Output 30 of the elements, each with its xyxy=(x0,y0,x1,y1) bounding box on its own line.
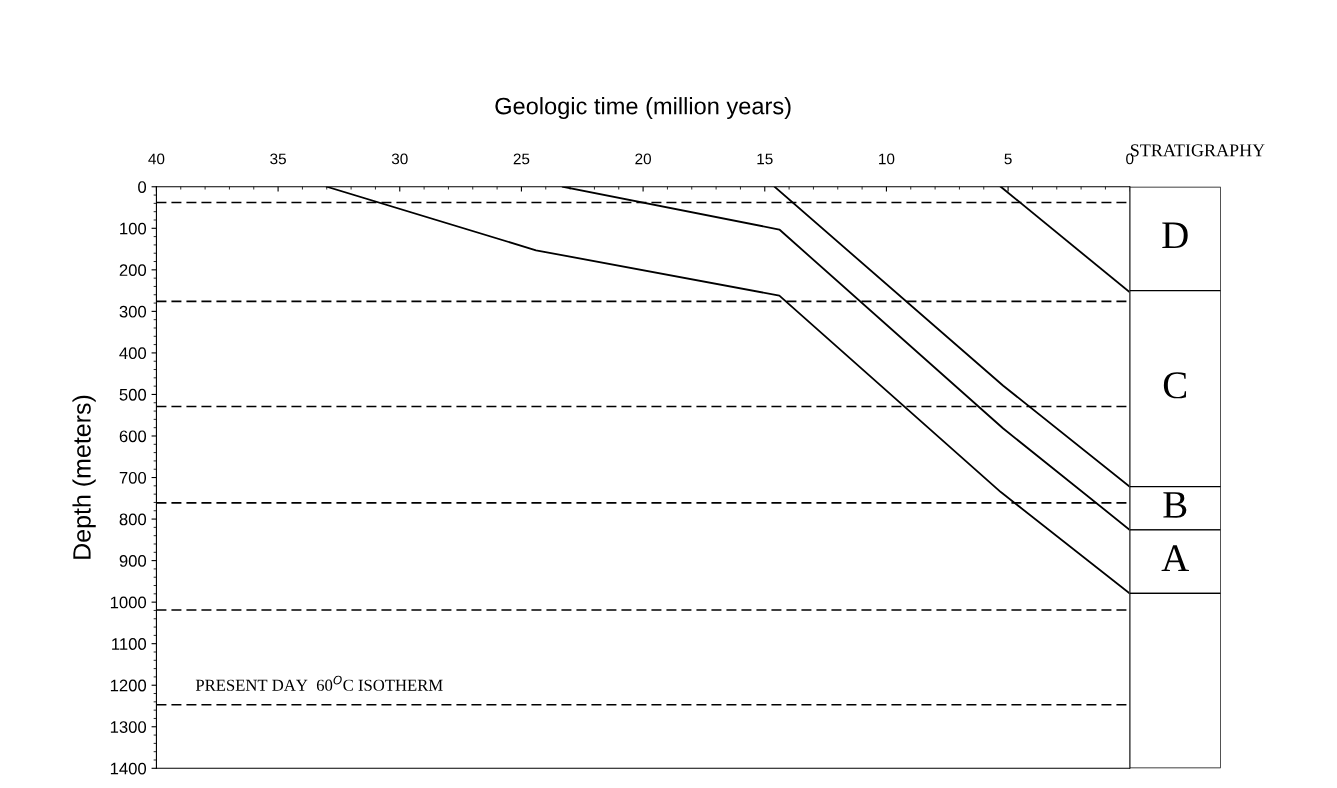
x-tick-label: 15 xyxy=(757,153,773,165)
series-label: A xyxy=(1161,545,1189,571)
ref-line-label: PRESENT DAY 60$^{O}$C ISOTHERM xyxy=(195,675,443,691)
x-tick-label: 20 xyxy=(635,153,651,165)
x-tick-label: 25 xyxy=(513,153,530,165)
y-tick-label: 800 xyxy=(119,513,147,526)
y-tick-label: 700 xyxy=(119,471,147,484)
y-axis-title: Depth (meters) xyxy=(72,395,96,559)
y-tick-label: 200 xyxy=(119,264,147,277)
x-tick-label: 5 xyxy=(1004,153,1012,165)
y-tick-label: 1100 xyxy=(112,638,147,650)
y-tick-label: 900 xyxy=(119,555,147,567)
x-axis-title: Geologic time (million years) xyxy=(495,97,791,120)
y-tick-label: 0 xyxy=(138,181,147,193)
y-tick-label: 500 xyxy=(119,388,147,401)
y-tick-label: 100 xyxy=(120,222,147,235)
series-label: B xyxy=(1163,492,1187,518)
y-tick-label: 1300 xyxy=(110,721,147,733)
x-tick-label: 10 xyxy=(879,153,895,165)
series-label: D xyxy=(1162,222,1188,249)
x-tick-label: 35 xyxy=(270,153,286,165)
x-tick-label: 30 xyxy=(391,153,408,165)
y-tick-label: 1000 xyxy=(110,596,147,609)
y-tick-label: 400 xyxy=(119,347,147,360)
x-tick-label: 40 xyxy=(148,153,165,165)
series-label: C xyxy=(1163,372,1187,399)
y-tick-label: 1200 xyxy=(110,679,147,692)
y-tick-label: 600 xyxy=(119,430,147,443)
y-tick-label: 300 xyxy=(119,305,147,318)
y-tick-label: 1400 xyxy=(110,762,147,775)
